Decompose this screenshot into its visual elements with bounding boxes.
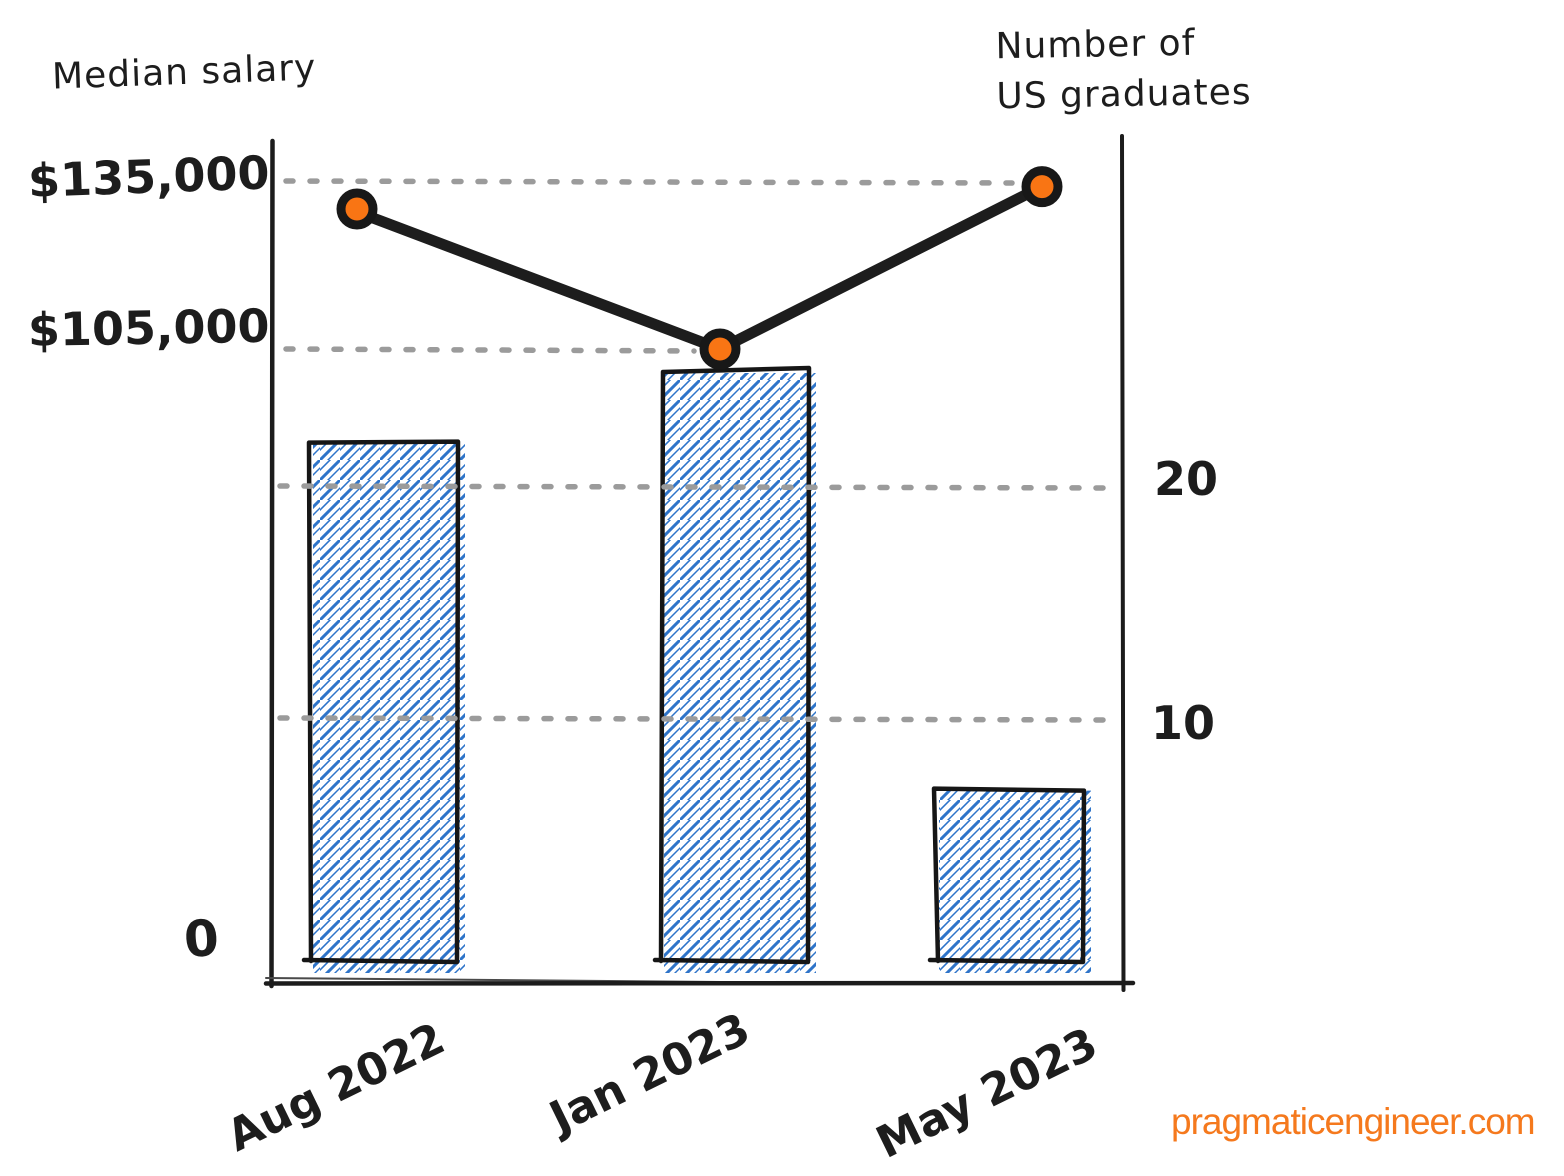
- salary-point-may-2023: [1021, 166, 1063, 208]
- right-axis-title-line1: Number of: [995, 22, 1196, 68]
- right-axis-line: [1120, 134, 1126, 992]
- bar-outline-2: [652, 365, 812, 965]
- left-tick-105000: $105,000: [27, 298, 270, 357]
- left-axis-line: [269, 138, 275, 989]
- bar-may-2023: [939, 790, 1091, 973]
- gridline-135000: [283, 178, 1015, 186]
- salary-point-aug-2022: [336, 188, 378, 230]
- gridline-10: [277, 715, 1117, 723]
- bar-aug-2022: [313, 442, 465, 974]
- bar-outline-1: [301, 439, 461, 965]
- left-tick-135000: $135,000: [27, 145, 271, 208]
- right-axis-title: Number of US graduates: [995, 18, 1252, 122]
- bar-jan-2023: [664, 373, 816, 973]
- gridline-105000: [283, 346, 697, 354]
- bottom-axis-line: [263, 980, 1136, 986]
- bar-outline-3: [927, 786, 1087, 965]
- brand-watermark: pragmaticengineer.com: [1171, 1101, 1536, 1142]
- right-axis-title-line2: US graduates: [996, 71, 1252, 118]
- salary-point-jan-2023: [699, 328, 741, 370]
- left-tick-zero: 0: [182, 908, 221, 970]
- gridline-20: [277, 483, 1115, 491]
- right-tick-20: 20: [1154, 452, 1219, 506]
- right-tick-10: 10: [1151, 696, 1216, 750]
- median-salary-line: [359, 185, 1040, 355]
